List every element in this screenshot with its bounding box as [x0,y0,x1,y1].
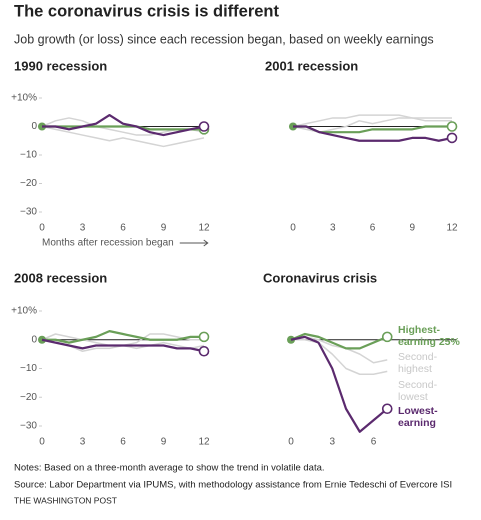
panel-title: Coronavirus crisis [263,270,377,285]
series-label: Second-lowest [398,379,438,403]
series-label: Second-highest [398,351,438,375]
y-tick-label: −20 [20,178,37,189]
series-line [290,335,388,433]
y-tick-label: −30 [20,207,37,218]
series-line [291,339,388,375]
y-tick-label: 0 [31,121,37,132]
notes: Notes: Based on a three-month average to… [14,463,325,474]
x-tick-label: 6 [120,437,126,448]
x-tick-label: 6 [370,223,376,234]
series-line [41,338,205,353]
end-marker [381,331,393,343]
series-line [42,125,204,131]
series-label: Lowest-earning [398,405,438,429]
x-tick-label: 12 [198,437,210,448]
subtitle: Job growth (or loss) since each recessio… [14,32,434,46]
x-tick-label: 9 [161,223,167,234]
panel-title: 1990 recession [14,58,107,73]
y-tick-label: −10 [20,150,37,161]
end-marker [198,345,210,357]
end-marker [198,121,210,132]
y-tick-label: −10 [20,363,37,374]
x-tick-label: 9 [409,223,415,234]
panel-title: 2001 recession [265,58,358,73]
end-marker [198,331,210,343]
source: Source: Labor Department via IPUMS, with… [14,480,452,491]
credit: THE WASHINGTON POST [14,495,117,505]
end-marker [381,403,393,415]
end-marker [446,121,458,132]
series-label-line: earning 25% [398,336,461,348]
x-tick-label: 3 [80,223,86,234]
x-axis-arrowhead [203,239,209,247]
series-label-line: lowest [398,391,428,403]
y-tick-label: −30 [20,421,37,432]
x-tick-label: 6 [120,223,126,234]
x-tick-label: 3 [80,437,86,448]
panel-title: 2008 recession [14,270,107,285]
series-line [290,336,388,364]
title: The coronavirus crisis is different [14,2,280,20]
x-tick-label: 3 [330,223,336,234]
series-line [42,114,205,137]
y-tick-label: −20 [20,392,37,403]
y-tick-label: +10% [11,306,37,317]
series-label-line: Lowest- [398,405,438,417]
x-axis-label: Months after recession began [42,238,174,249]
series-line [293,125,453,142]
x-tick-label: 3 [329,437,335,448]
series-label-line: Highest- [398,324,441,336]
series-label: Highest-earning 25% [398,324,461,348]
series-label-line: highest [398,363,432,375]
x-tick-label: 0 [290,223,296,234]
series-line [42,330,204,344]
series-label-line: Second- [398,351,438,363]
series-line [41,125,205,148]
x-tick-label: 9 [161,437,167,448]
x-tick-label: 0 [39,437,45,448]
x-tick-label: 0 [288,437,294,448]
y-tick-label: 0 [31,334,37,345]
x-tick-label: 6 [371,437,377,448]
x-tick-label: 0 [39,223,45,234]
series-line [292,114,452,128]
x-tick-label: 12 [446,223,458,234]
series-line [290,332,388,350]
series-label-line: earning [398,417,436,429]
x-tick-label: 12 [198,223,210,234]
y-tick-label: +10% [11,93,37,104]
series-label-line: Second- [398,379,438,391]
end-marker [446,132,458,144]
